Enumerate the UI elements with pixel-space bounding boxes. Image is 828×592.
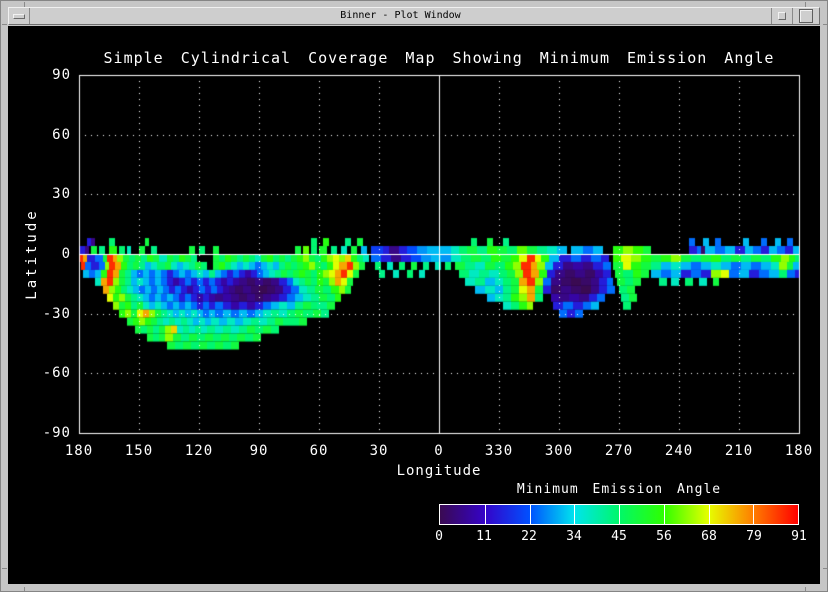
plot-content: Simple Cylindrical Coverage Map Showing … (8, 26, 822, 586)
colorbar-tick-label: 91 (791, 529, 807, 544)
titlebar[interactable]: Binner - Plot Window (8, 7, 820, 25)
resize-seam (2, 24, 7, 25)
colorbar-tick-label: 79 (746, 529, 762, 544)
colorbar-tick-label: 45 (611, 529, 627, 544)
y-tick-label: 30 (52, 186, 71, 203)
resize-seam (805, 2, 806, 7)
x-tick-label: 150 (124, 443, 154, 459)
colorbar-tick-label: 68 (701, 529, 717, 544)
colorbar-separator (574, 505, 575, 524)
resize-seam (24, 2, 25, 7)
x-tick-label: 270 (604, 443, 634, 459)
window-menu-button[interactable] (9, 8, 30, 24)
maximize-icon (799, 9, 813, 23)
colorbar-tick-label: 0 (435, 529, 443, 544)
colorbar-tick-label: 11 (476, 529, 492, 544)
resize-seam (2, 568, 7, 569)
window-title: Binner - Plot Window (340, 10, 461, 21)
colorbar-separator (753, 505, 754, 524)
maximize-button[interactable] (792, 8, 819, 24)
window-menu-icon (13, 13, 25, 19)
colorbar-separator (619, 505, 620, 524)
plot-title: Simple Cylindrical Coverage Map Showing … (103, 49, 775, 67)
x-tick-label: 180 (64, 443, 94, 459)
x-axis-label: Longitude (396, 463, 482, 479)
x-tick-label: 0 (434, 443, 444, 459)
y-tick-label: 60 (52, 126, 71, 143)
y-tick-label: -90 (42, 425, 71, 441)
y-tick-label: -60 (42, 365, 71, 382)
colorbar-tick-label: 56 (656, 529, 672, 544)
x-tick-label: 330 (484, 443, 514, 459)
colorbar-title: Minimum Emission Angle (516, 482, 722, 497)
x-tick-label: 240 (664, 443, 694, 459)
colorbar-separator (485, 505, 486, 524)
colorbar-tick-label: 22 (521, 529, 537, 544)
colorbar-separator (530, 505, 531, 524)
coverage-map-canvas (8, 26, 822, 586)
y-tick-label: 90 (52, 67, 71, 83)
x-tick-label: 90 (249, 443, 269, 459)
colorbar-tick-label: 34 (566, 529, 582, 544)
x-tick-label: 30 (369, 443, 389, 459)
y-tick-label: -30 (42, 305, 71, 322)
x-tick-label: 120 (184, 443, 214, 459)
resize-seam (823, 568, 827, 569)
colorbar-separator (709, 505, 710, 524)
x-tick-label: 300 (544, 443, 574, 459)
colorbar-separator (664, 505, 665, 524)
x-tick-label: 210 (724, 443, 754, 459)
y-tick-label: 0 (61, 246, 71, 262)
x-tick-label: 180 (784, 443, 814, 459)
minimize-button[interactable] (771, 8, 792, 24)
x-tick-label: 60 (309, 443, 329, 459)
minimize-icon (778, 12, 786, 20)
resize-seam (805, 587, 806, 591)
resize-seam (823, 24, 827, 25)
colorbar (439, 504, 799, 525)
resize-seam (24, 587, 25, 591)
